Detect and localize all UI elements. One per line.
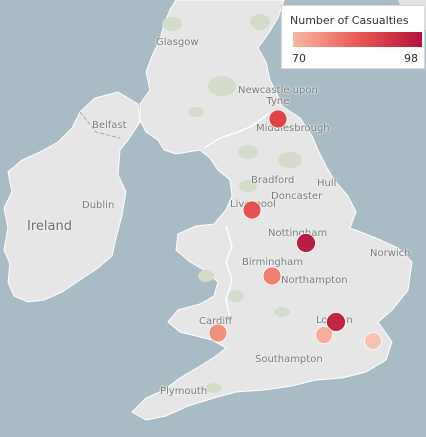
kent-marker[interactable]: [364, 332, 382, 350]
london-south-marker[interactable]: [315, 326, 333, 344]
wales-border: [225, 225, 233, 319]
color-legend: Number of Casualties 70 98: [281, 5, 425, 69]
liverpool-marker[interactable]: [242, 200, 262, 220]
place-birmingham: Birmingham: [242, 257, 303, 268]
place-plymouth: Plymouth: [160, 386, 208, 397]
place-northampton: Northampton: [281, 275, 348, 286]
legend-min-label: 70: [292, 52, 306, 65]
place-southampton: Southampton: [255, 354, 323, 365]
newcastle-marker[interactable]: [268, 109, 288, 129]
place-belfast: Belfast: [92, 120, 127, 131]
place-ireland: Ireland: [27, 219, 72, 234]
place-nottingham: Nottingham: [268, 228, 328, 239]
legend-title: Number of Casualties: [290, 14, 409, 27]
place-glasgow: Glasgow: [156, 37, 199, 48]
birmingham-marker[interactable]: [262, 266, 282, 286]
place-doncaster: Doncaster: [271, 191, 323, 202]
place-dublin: Dublin: [82, 200, 115, 211]
place-newcastle: Newcastle upon Tyne: [238, 85, 318, 107]
place-norwich: Norwich: [370, 248, 411, 259]
scotland-border: [203, 113, 269, 149]
ireland-land: [3, 91, 141, 303]
place-bradford: Bradford: [251, 175, 295, 186]
legend-max-label: 98: [404, 52, 418, 65]
legend-color-bar: [293, 32, 422, 47]
cardiff-marker[interactable]: [208, 323, 228, 343]
london-marker[interactable]: [326, 312, 346, 332]
place-cardiff: Cardiff: [199, 316, 233, 327]
place-hull: Hull: [317, 178, 337, 189]
green-areas: [162, 14, 302, 393]
place-middlesbrough: Middlesbrough: [256, 123, 330, 134]
nottingham-marker[interactable]: [296, 233, 316, 253]
ni-border: [79, 111, 121, 139]
